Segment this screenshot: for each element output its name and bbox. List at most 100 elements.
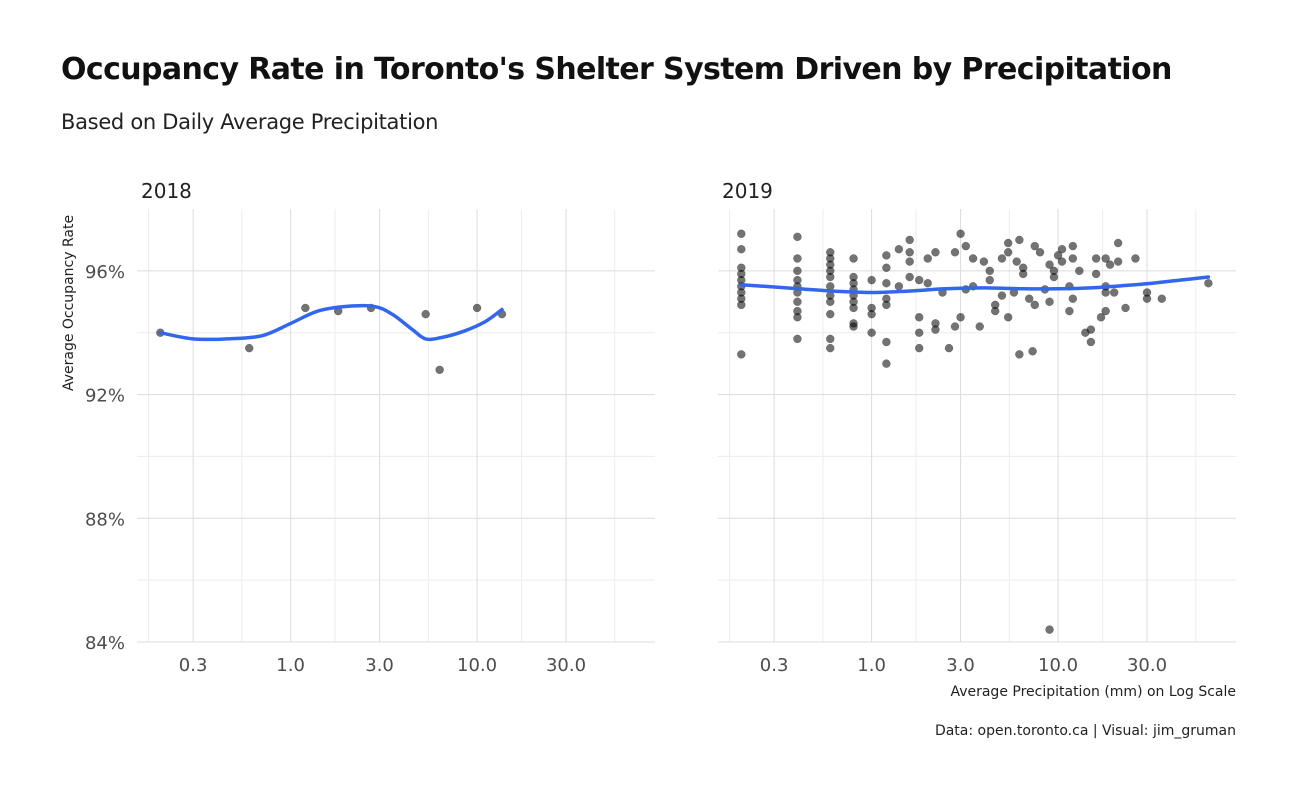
data-point bbox=[1057, 257, 1067, 266]
data-point bbox=[950, 248, 960, 257]
data-point bbox=[793, 297, 802, 307]
data-point bbox=[1068, 294, 1078, 303]
chart-subtitle: Based on Daily Average Precipitation bbox=[61, 110, 439, 134]
chart-title: Occupancy Rate in Toronto's Shelter Syst… bbox=[61, 52, 1172, 87]
data-point bbox=[737, 350, 746, 359]
data-point bbox=[849, 322, 858, 331]
data-point bbox=[1131, 254, 1140, 263]
data-point bbox=[1030, 241, 1040, 251]
data-point bbox=[997, 254, 1007, 263]
data-point bbox=[472, 303, 482, 313]
data-point bbox=[997, 291, 1007, 300]
x-tick-label: 3.0 bbox=[946, 655, 975, 676]
data-point bbox=[301, 303, 310, 313]
data-point bbox=[882, 251, 891, 260]
data-point bbox=[985, 275, 994, 285]
x-tick-label: 3.0 bbox=[365, 655, 394, 676]
data-point bbox=[1068, 241, 1078, 251]
data-point bbox=[905, 257, 914, 266]
data-point bbox=[1091, 269, 1101, 279]
smooth-trend-line bbox=[739, 275, 1211, 295]
y-tick-label: 88% bbox=[85, 509, 125, 530]
data-point bbox=[1028, 347, 1037, 356]
data-point bbox=[1157, 294, 1167, 303]
data-point bbox=[793, 266, 802, 276]
data-point bbox=[882, 278, 891, 288]
data-point bbox=[975, 322, 984, 331]
data-point bbox=[985, 266, 994, 276]
data-point bbox=[931, 248, 940, 257]
data-point bbox=[826, 343, 835, 353]
data-point bbox=[793, 254, 802, 263]
y-tick-label: 96% bbox=[85, 262, 125, 283]
x-tick-label: 10.0 bbox=[457, 655, 497, 676]
data-point bbox=[1109, 288, 1119, 297]
data-point bbox=[867, 328, 876, 337]
data-point bbox=[435, 365, 444, 375]
facet-panel-2019: 2019 0.3 1.0 3.0 10.0 30.0 bbox=[718, 179, 1236, 676]
data-point bbox=[1053, 251, 1063, 260]
x-tick-label: 30.0 bbox=[1127, 655, 1167, 676]
facet-panel-2018: 2018 0.3 1.0 3.0 10.0 30.0 84% 88% 92% 96% bbox=[85, 179, 655, 676]
data-point bbox=[1003, 313, 1013, 322]
data-point bbox=[931, 325, 940, 334]
data-point bbox=[826, 334, 835, 344]
data-point bbox=[1012, 257, 1021, 266]
data-point bbox=[990, 306, 1000, 316]
data-point bbox=[849, 303, 858, 313]
data-point bbox=[944, 343, 954, 353]
data-point bbox=[905, 248, 914, 257]
data-point bbox=[737, 300, 746, 310]
data-point bbox=[1015, 235, 1024, 245]
facet-label: 2018 bbox=[141, 179, 192, 203]
data-point bbox=[1075, 266, 1084, 276]
data-point bbox=[882, 337, 891, 347]
data-point bbox=[1068, 254, 1078, 263]
data-point bbox=[1113, 238, 1123, 248]
data-point bbox=[956, 313, 965, 322]
data-point bbox=[1057, 244, 1067, 254]
facet-label: 2019 bbox=[722, 179, 773, 203]
data-point bbox=[905, 235, 914, 245]
data-point bbox=[968, 254, 978, 263]
data-point bbox=[1101, 254, 1110, 263]
data-point bbox=[1204, 278, 1213, 288]
x-axis-label: Average Precipitation (mm) on Log Scale bbox=[950, 684, 1236, 700]
data-point bbox=[1045, 297, 1054, 307]
chart-caption: Data: open.toronto.ca | Visual: jim_grum… bbox=[935, 723, 1236, 739]
data-point bbox=[1142, 294, 1152, 303]
data-point bbox=[1091, 254, 1101, 263]
data-point bbox=[793, 313, 802, 322]
data-point bbox=[737, 244, 746, 254]
data-point bbox=[1045, 260, 1054, 269]
data-point bbox=[914, 275, 924, 285]
data-point bbox=[1049, 272, 1059, 282]
x-tick-label: 1.0 bbox=[276, 655, 305, 676]
data-point bbox=[245, 343, 254, 353]
smooth-trend-line bbox=[158, 303, 504, 342]
data-point bbox=[905, 272, 914, 282]
data-point bbox=[1030, 300, 1040, 310]
data-point bbox=[737, 229, 746, 238]
data-point bbox=[867, 275, 876, 285]
data-point bbox=[923, 278, 933, 288]
data-point bbox=[1018, 269, 1028, 279]
data-point bbox=[1065, 306, 1074, 316]
data-point bbox=[1096, 313, 1106, 322]
data-point bbox=[1121, 303, 1130, 313]
data-point bbox=[1105, 260, 1115, 269]
data-point bbox=[1113, 257, 1123, 266]
data-point bbox=[793, 232, 802, 242]
data-point bbox=[894, 244, 904, 254]
data-point bbox=[1003, 238, 1013, 248]
data-point bbox=[826, 297, 835, 307]
x-tick-label: 0.3 bbox=[179, 655, 208, 676]
data-point bbox=[1035, 248, 1045, 257]
data-point bbox=[894, 282, 904, 291]
data-point bbox=[826, 309, 835, 319]
data-point bbox=[1003, 248, 1013, 257]
data-point bbox=[979, 257, 989, 266]
data-point bbox=[882, 300, 891, 310]
data-point bbox=[1101, 288, 1110, 297]
